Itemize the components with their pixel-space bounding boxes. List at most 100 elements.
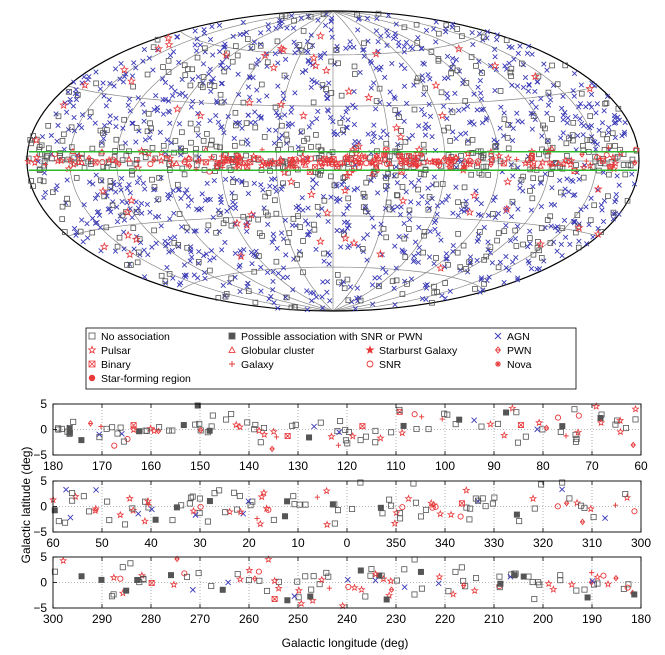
possible-snr-pwn-point <box>417 568 424 575</box>
agn-point <box>310 185 316 191</box>
unassociated-point <box>393 277 400 284</box>
unassociated-point <box>462 98 469 104</box>
unassociated-point <box>317 419 324 426</box>
agn-point <box>146 55 152 61</box>
possible-snr-pwn-point <box>173 504 180 511</box>
pwn-point <box>174 555 180 563</box>
plane-source-point <box>157 156 166 165</box>
unassociated-point <box>213 229 219 236</box>
unassociated-point <box>257 439 264 446</box>
agn-point <box>394 204 400 210</box>
agn-point <box>529 99 535 105</box>
pulsar-point <box>274 584 283 592</box>
agn-point <box>427 76 433 82</box>
agn-point <box>526 82 532 88</box>
agn-point <box>503 222 509 229</box>
agn-point <box>225 579 232 586</box>
agn-point <box>225 113 231 120</box>
unassociated-point <box>43 154 50 161</box>
agn-point <box>136 128 142 134</box>
agn-point <box>107 119 113 126</box>
agn-point <box>371 224 377 230</box>
pulsar-point <box>404 494 413 503</box>
unassociated-point <box>340 164 347 171</box>
agn-point <box>456 107 462 113</box>
y-tick-label: 5 <box>40 550 47 564</box>
pwn-point <box>197 426 204 434</box>
pulsar-point <box>221 50 231 60</box>
agn-point <box>142 186 148 192</box>
unassociated-point <box>158 272 165 279</box>
pulsar-point <box>436 263 446 272</box>
unassociated-point <box>458 153 464 159</box>
x-tick-label: 320 <box>533 536 553 550</box>
binary-point <box>271 595 278 602</box>
galaxy-point <box>98 423 104 430</box>
agn-point <box>383 269 389 276</box>
unassociated-point <box>352 71 358 77</box>
unassociated-point <box>314 204 321 210</box>
unassociated-point <box>243 152 249 159</box>
unassociated-point <box>25 155 32 162</box>
agn-point <box>343 124 349 130</box>
agn-point <box>141 118 147 124</box>
agn-point <box>133 139 139 145</box>
pwn-point <box>461 582 467 589</box>
agn-point <box>278 186 284 192</box>
unassociated-point <box>46 145 52 152</box>
unassociated-point <box>421 232 427 239</box>
x-tick-label: 50 <box>95 536 109 550</box>
agn-point <box>211 178 217 184</box>
unassociated-point <box>345 297 352 304</box>
unassociated-point <box>581 586 588 593</box>
agn-point <box>176 91 183 97</box>
unassociated-point <box>297 224 304 230</box>
agn-point <box>391 94 397 100</box>
possible-snr-pwn-point <box>377 504 384 511</box>
agn-point <box>347 39 353 45</box>
agn-point <box>601 108 607 114</box>
agn-point <box>339 182 345 188</box>
agn-point <box>612 135 618 141</box>
agn-point <box>195 74 201 80</box>
agn-point <box>304 307 310 313</box>
sky-points <box>24 10 640 313</box>
x-tick-label: 210 <box>484 612 504 626</box>
unassociated-point <box>615 105 622 112</box>
agn-point <box>310 177 316 183</box>
agn-point <box>507 122 513 128</box>
plane-source-point <box>423 157 432 166</box>
unassociated-point <box>236 493 243 500</box>
x-tick-label: 250 <box>288 612 308 626</box>
snr-point <box>399 504 406 511</box>
pwn-point <box>563 499 570 507</box>
agn-point <box>305 38 311 45</box>
agn-point <box>443 251 450 257</box>
agn-point <box>253 61 260 67</box>
pulsar-point <box>91 504 100 513</box>
unassociated-point <box>80 493 87 500</box>
unassociated-point <box>127 560 134 567</box>
unassociated-point <box>460 242 467 249</box>
agn-point <box>129 120 135 126</box>
legend-label: Binary <box>101 359 132 371</box>
possible-snr-pwn-point <box>134 576 141 583</box>
agn-point <box>209 23 215 30</box>
unassociated-point <box>41 158 48 164</box>
unassociated-point <box>354 11 360 18</box>
agn-point <box>429 134 435 140</box>
unassociated-point <box>119 564 126 571</box>
unassociated-point <box>196 495 203 502</box>
unassociated-point <box>121 116 127 123</box>
plane-source-point <box>255 155 262 162</box>
unassociated-point <box>114 243 121 250</box>
agn-point <box>304 232 311 238</box>
agn-point <box>541 61 547 67</box>
unassociated-point <box>503 37 510 44</box>
unassociated-point <box>392 107 399 113</box>
unassociated-point <box>289 422 296 429</box>
unassociated-point <box>590 514 597 521</box>
unassociated-point <box>379 510 386 517</box>
unassociated-point <box>494 237 500 244</box>
unassociated-point <box>445 124 451 131</box>
